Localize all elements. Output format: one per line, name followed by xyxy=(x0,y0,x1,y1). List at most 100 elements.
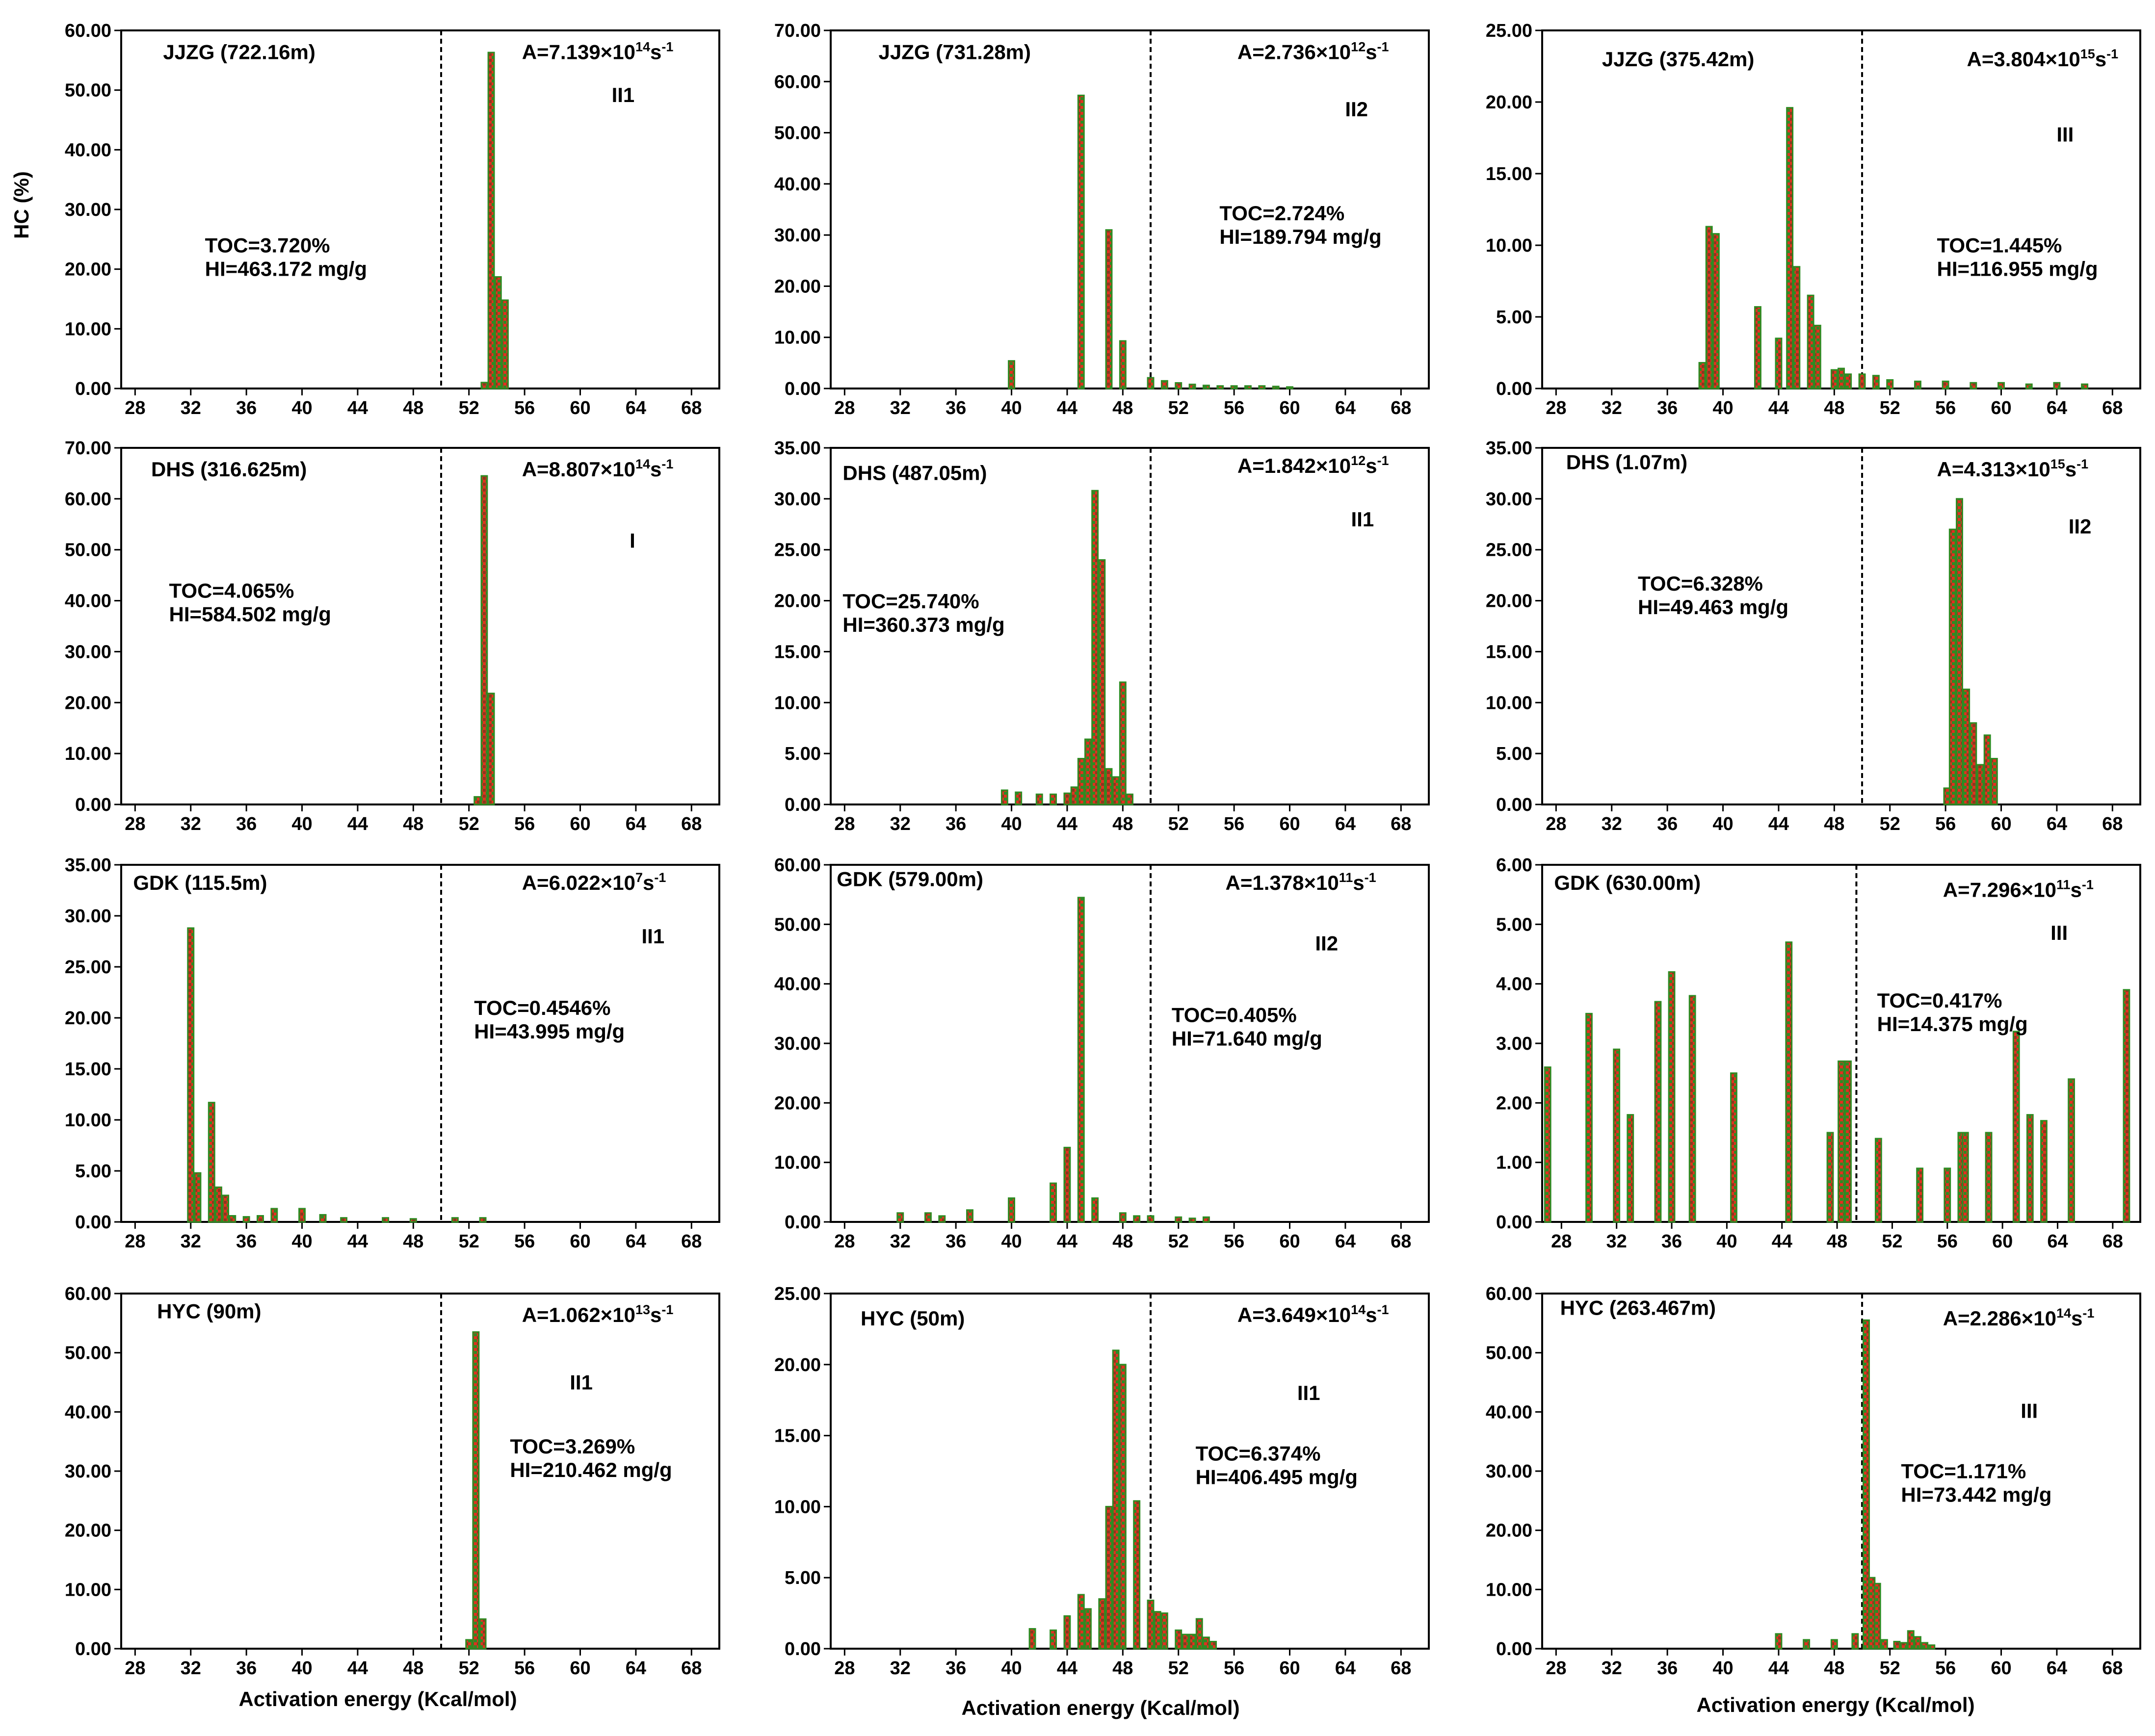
bar xyxy=(1851,1633,1859,1650)
bar xyxy=(1133,1215,1141,1223)
x-tick-label: 32 xyxy=(890,814,911,834)
panel-title: GDK (579.00m) xyxy=(837,868,983,891)
y-tick-label: 15.00 xyxy=(774,1426,821,1447)
x-tick-label: 32 xyxy=(890,398,911,418)
bar xyxy=(1775,1633,1783,1650)
bar xyxy=(1105,229,1113,389)
frequency-factor-exponent: 14 xyxy=(635,457,650,471)
x-tick-label: 56 xyxy=(1224,398,1244,418)
x-tick-label: 60 xyxy=(570,814,590,834)
x-tick-label: 28 xyxy=(125,1231,145,1252)
frequency-factor-unit: s xyxy=(2071,1307,2082,1330)
kerogen-type-label: II1 xyxy=(642,925,665,948)
y-tick-label: 20.00 xyxy=(774,276,821,297)
x-tick-label: 68 xyxy=(1391,1658,1411,1679)
x-tick-label: 52 xyxy=(1168,814,1189,834)
bar xyxy=(896,1212,904,1223)
y-tick-label: 20.00 xyxy=(1486,1521,1532,1541)
bar xyxy=(1844,373,1852,389)
bar xyxy=(1202,1636,1210,1650)
bar xyxy=(1754,306,1761,389)
x-tick-label: 52 xyxy=(1168,1658,1189,1679)
y-tick-label: 3.00 xyxy=(1496,1034,1532,1054)
x-tick-label: 60 xyxy=(1991,1658,2011,1679)
y-tick-label: 6.00 xyxy=(1496,855,1532,876)
frequency-factor-mantissa: A=7.296×10 xyxy=(1943,879,2056,902)
y-tick-label: 40.00 xyxy=(1486,1402,1532,1423)
x-tick-label: 40 xyxy=(291,1231,312,1252)
x-tick-label: 32 xyxy=(181,814,201,834)
frequency-factor-unit-exponent: -1 xyxy=(661,39,673,54)
x-tick-label: 52 xyxy=(1168,1231,1189,1252)
bar xyxy=(1976,764,1984,805)
x-tick-label: 64 xyxy=(2047,1231,2068,1252)
panel-title: DHS (487.05m) xyxy=(842,461,987,484)
panel-title: HYC (90m) xyxy=(157,1300,261,1323)
y-tick-label: 5.00 xyxy=(1496,914,1532,935)
y-tick-label: 70.00 xyxy=(65,438,111,459)
y-tick-label: 35.00 xyxy=(774,438,821,459)
y-tick-label: 50.00 xyxy=(65,80,111,101)
y-tick-label: 5.00 xyxy=(1496,307,1532,328)
bar xyxy=(479,1217,487,1223)
bar xyxy=(2040,1120,2048,1223)
x-tick-label: 40 xyxy=(1712,398,1733,418)
y-tick-label: 0.00 xyxy=(75,379,111,399)
bar xyxy=(1914,380,1921,389)
panel-title: HYC (263.467m) xyxy=(1560,1296,1716,1319)
y-tick-label: 50.00 xyxy=(65,540,111,561)
hi-label: HI=210.462 mg/g xyxy=(510,1458,672,1481)
toc-label: TOC=3.720% xyxy=(205,234,330,257)
x-tick-label: 36 xyxy=(236,814,257,834)
hi-label: HI=14.375 mg/g xyxy=(1877,1012,2028,1036)
frequency-factor-mantissa: A=2.286×10 xyxy=(1943,1307,2056,1330)
panel-title: JJZG (722.16m) xyxy=(163,40,315,63)
x-tick-label: 44 xyxy=(1768,1658,1789,1679)
x-tick-label: 28 xyxy=(125,814,145,834)
bar xyxy=(1985,1132,1993,1223)
frequency-factor-unit: s xyxy=(2065,458,2076,481)
kerogen-type-label: II1 xyxy=(1297,1381,1320,1404)
y-tick-label: 60.00 xyxy=(65,21,111,41)
bar xyxy=(1091,1197,1099,1223)
bar xyxy=(1202,385,1210,389)
frequency-factor-unit-exponent: -1 xyxy=(1377,453,1389,468)
x-tick-label: 28 xyxy=(834,398,855,418)
bar xyxy=(229,1215,237,1223)
x-tick-label: 40 xyxy=(291,398,312,418)
x-tick-label: 68 xyxy=(681,398,702,418)
hi-label: HI=463.172 mg/g xyxy=(205,258,367,281)
x-tick-label: 28 xyxy=(834,814,855,834)
x-tick-label: 44 xyxy=(1057,1231,1078,1252)
bar xyxy=(465,1639,473,1650)
x-tick-label: 68 xyxy=(1391,1231,1411,1252)
bar xyxy=(1077,1594,1085,1650)
x-tick-label: 40 xyxy=(1001,1231,1022,1252)
bar xyxy=(1963,688,1971,805)
x-tick-label: 36 xyxy=(1657,1658,1678,1679)
bar xyxy=(480,382,488,389)
y-tick-label: 30.00 xyxy=(1486,1461,1532,1482)
frequency-factor-exponent: 7 xyxy=(635,870,643,885)
x-tick-label: 56 xyxy=(514,1231,535,1252)
x-tick-label: 32 xyxy=(181,1658,201,1679)
panel-4: 0.00 10.00 20.00 30.00 40.00 50.00 60.00 70.00 2… xyxy=(65,438,720,834)
x-tick-label: 56 xyxy=(1935,1658,1956,1679)
y-tick-label: 30.00 xyxy=(774,489,821,510)
x-tick-label: 68 xyxy=(2102,814,2123,834)
frequency-factor-exponent: 14 xyxy=(2056,1306,2071,1321)
x-tick-label: 36 xyxy=(946,1231,966,1252)
bar xyxy=(1712,233,1720,389)
x-tick-label: 60 xyxy=(1279,398,1300,418)
x-tick-label: 44 xyxy=(1057,1658,1078,1679)
x-tick-label: 52 xyxy=(1880,814,1900,834)
y-tick-label: 60.00 xyxy=(65,489,111,510)
bar xyxy=(451,1217,459,1223)
bar xyxy=(1785,941,1793,1223)
x-tick-label: 40 xyxy=(1001,1658,1022,1679)
frequency-factor-unit: s xyxy=(650,1303,661,1326)
hi-label: HI=49.463 mg/g xyxy=(1638,596,1788,619)
x-tick-label: 40 xyxy=(1716,1231,1737,1252)
y-tick-label: 20.00 xyxy=(774,1093,821,1114)
bar xyxy=(1050,793,1057,805)
